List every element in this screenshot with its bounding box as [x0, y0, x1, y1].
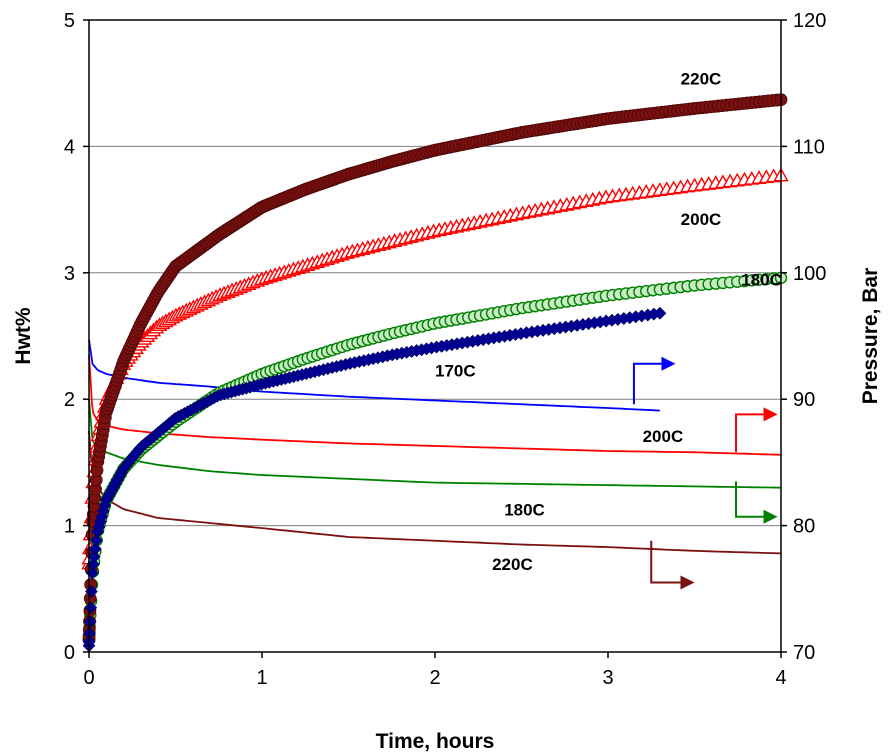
y2-tick-label: 80 — [793, 516, 815, 538]
axis-ticks: 0 1 2 3 4 0 1 2 3 4 5 70 80 90 100 110 120 — [64, 10, 827, 689]
annotations: 220C 200C 180C 170C 200C 180C 220C — [435, 69, 782, 590]
y2-axis-title: Pressure, Bar — [859, 268, 882, 405]
axis-arrow-3 — [650, 540, 695, 590]
y-tick-label: 2 — [64, 389, 75, 411]
axis-arrow-2 — [735, 481, 778, 524]
data-point — [84, 601, 98, 615]
data-point — [88, 542, 102, 556]
y-tick-label: 0 — [64, 642, 75, 664]
axis-arrow-1 — [735, 407, 778, 453]
axis-arrow-0 — [632, 356, 676, 405]
pressure-line-7 — [88, 430, 782, 555]
series-label: 170C — [435, 361, 476, 380]
series-label: 200C — [643, 427, 684, 446]
y2-tick-label: 120 — [793, 10, 826, 32]
y-tick-label: 5 — [64, 10, 75, 32]
series-label: 180C — [741, 270, 782, 289]
plot-series — [81, 93, 789, 653]
series-label: 180C — [504, 500, 545, 519]
y-tick-label: 4 — [64, 136, 75, 158]
x-tick-label: 1 — [256, 667, 267, 689]
data-point — [653, 306, 667, 320]
pressure-line-5 — [88, 354, 782, 456]
x-axis-title: Time, hours — [376, 730, 495, 753]
series-circle-filled-0 — [82, 93, 788, 646]
series-diamond-filled-3 — [82, 306, 667, 653]
x-tick-label: 0 — [83, 667, 94, 689]
y2-tick-label: 90 — [793, 389, 815, 411]
series-label: 200C — [681, 210, 722, 229]
series-label: 220C — [681, 69, 722, 88]
pressure-line-4 — [88, 339, 660, 412]
x-tick-label: 4 — [775, 667, 786, 689]
y2-tick-label: 100 — [793, 263, 826, 285]
x-tick-label: 3 — [602, 667, 613, 689]
x-tick-label: 2 — [429, 667, 440, 689]
y-tick-label: 1 — [64, 516, 75, 538]
data-point — [87, 550, 101, 564]
series-label: 220C — [492, 555, 533, 574]
data-point — [83, 615, 97, 629]
data-point — [90, 533, 103, 547]
y2-tick-label: 70 — [793, 642, 815, 664]
y-axis-title: Hwt% — [12, 307, 35, 364]
y-tick-label: 3 — [64, 263, 75, 285]
y2-tick-label: 110 — [793, 136, 825, 158]
